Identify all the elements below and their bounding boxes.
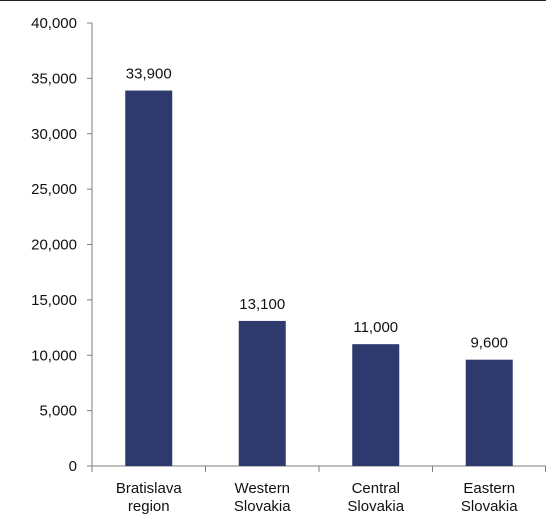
y-tick-label: 20,000 — [31, 237, 77, 254]
category-label: Bratislava region — [116, 480, 183, 515]
category-label: Central Slovakia — [347, 480, 404, 515]
data-labels: 33,900 13,100 11,000 9,600 — [126, 66, 508, 352]
category-label: Western Slovakia — [234, 480, 291, 515]
y-tick-label: 5,000 — [39, 403, 77, 420]
y-tick-label: 30,000 — [31, 126, 77, 143]
bar — [125, 90, 173, 467]
y-tick-label: 10,000 — [31, 347, 77, 364]
y-tick-label: 25,000 — [31, 181, 77, 198]
data-label: 9,600 — [470, 335, 508, 352]
category-label-line: Slovakia — [347, 498, 404, 515]
y-tick-label: 40,000 — [31, 15, 77, 32]
category-label-line: Slovakia — [234, 498, 291, 515]
category-label-line: Central — [352, 480, 400, 497]
y-axis: 0 5,000 10,000 15,000 20,000 25,000 30,000 35,0… — [31, 15, 93, 475]
category-label-line: Western — [234, 480, 290, 497]
category-label-line: Slovakia — [461, 498, 518, 515]
y-tick-label: 35,000 — [31, 70, 77, 87]
bar — [465, 359, 513, 466]
bar — [352, 344, 400, 466]
bars — [125, 90, 513, 467]
x-axis — [91, 465, 546, 472]
y-tick-label: 15,000 — [31, 292, 77, 309]
bar — [238, 320, 286, 466]
category-label-line: Bratislava — [116, 480, 183, 497]
category-label-line: Eastern — [463, 480, 515, 497]
category-label: Eastern Slovakia — [461, 480, 518, 515]
data-label: 13,100 — [239, 296, 285, 313]
y-tick-label: 0 — [69, 458, 77, 475]
data-label: 11,000 — [353, 319, 398, 336]
category-label-line: region — [128, 498, 170, 515]
data-label: 33,900 — [126, 66, 172, 83]
top-rule — [0, 0, 546, 1]
